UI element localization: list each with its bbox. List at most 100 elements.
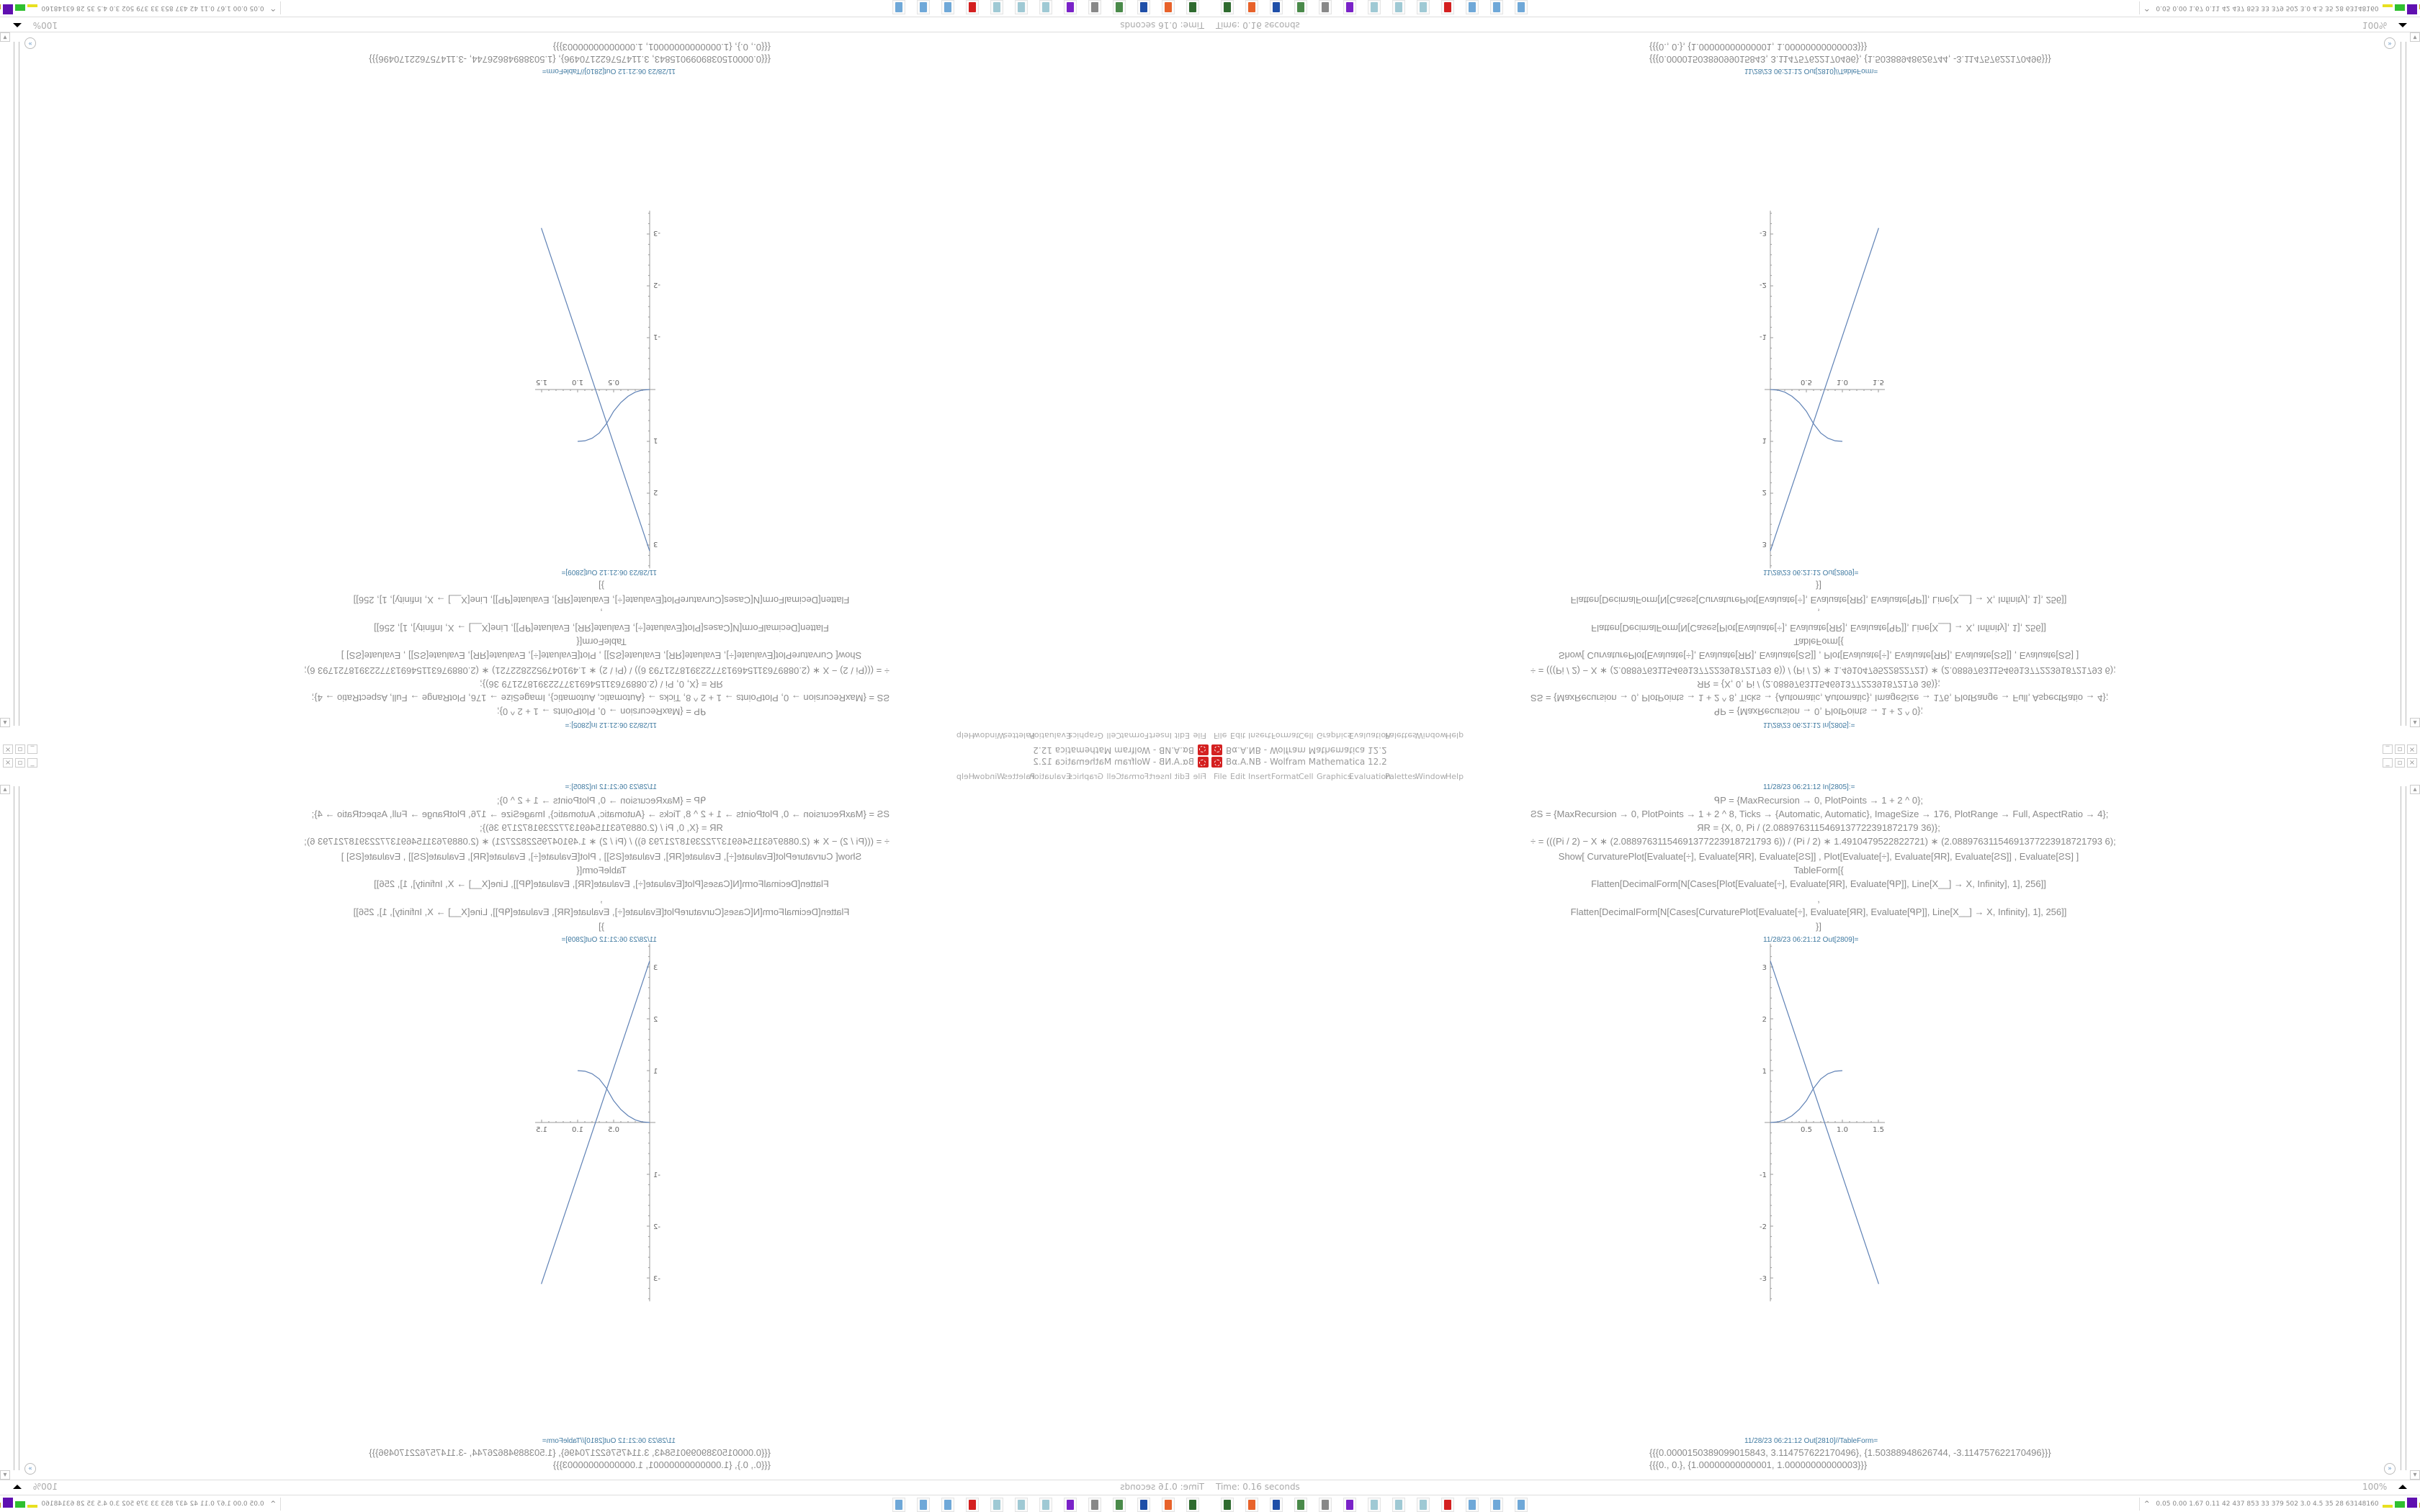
- code-line[interactable]: ƧS = {MaxRecursion → 0, PlotPoints → 1 +…: [1531, 693, 2109, 703]
- code-line[interactable]: ЯR = {X, 0, Pi / (2.08897631154691377223…: [480, 679, 723, 690]
- floppy-disk-icon[interactable]: [1270, 1498, 1283, 1512]
- menu-cell[interactable]: Cell: [1299, 772, 1314, 781]
- code-line[interactable]: }]: [599, 580, 604, 591]
- minimize-button[interactable]: _: [2383, 758, 2393, 768]
- code-line[interactable]: TableForm[{: [576, 636, 627, 647]
- code-line[interactable]: ᑫP = {MaxRecursion → 0, PlotPoints → 1 +…: [496, 795, 707, 806]
- menu-window[interactable]: Window: [973, 731, 1005, 740]
- code-line[interactable]: }]: [1816, 921, 1821, 932]
- terminal-icon[interactable]: [1186, 1498, 1199, 1512]
- minimize-button[interactable]: _: [2383, 744, 2393, 754]
- zoom-arrow-icon[interactable]: [2398, 23, 2407, 27]
- code-line[interactable]: Flatten[DecimalForm[N[Cases[Plot[Evaluat…: [1591, 878, 2046, 889]
- code-line[interactable]: ÷ = (((Pi / 2) − X ∗ (2.0889763115469137…: [304, 665, 889, 676]
- floppy-disk-icon[interactable]: [1137, 0, 1150, 14]
- speaker-icon[interactable]: [1319, 0, 1332, 14]
- menu-graphics[interactable]: Graphics: [1317, 731, 1352, 740]
- close-button[interactable]: ×: [3, 758, 13, 768]
- firefox-icon[interactable]: [1245, 0, 1258, 14]
- menu-file[interactable]: File: [1193, 731, 1206, 740]
- menu-cell[interactable]: Cell: [1106, 772, 1121, 781]
- code-line[interactable]: Flatten[DecimalForm[N[Cases[CurvaturePlo…: [353, 906, 850, 917]
- mathematica-icon[interactable]: [966, 1498, 979, 1512]
- monitor-icon[interactable]: [1294, 1498, 1307, 1512]
- close-button[interactable]: ×: [2407, 758, 2417, 768]
- calculator-icon[interactable]: [1490, 1498, 1503, 1512]
- code-line[interactable]: ᑫP = {MaxRecursion → 0, PlotPoints → 1 +…: [496, 706, 707, 717]
- scroll-up-button[interactable]: ▴: [0, 785, 10, 794]
- menu-help[interactable]: Help: [1446, 731, 1464, 740]
- mathematica-icon[interactable]: [966, 0, 979, 14]
- cell-insertion-chevron-icon[interactable]: »: [2384, 1463, 2396, 1475]
- scroll-up-button[interactable]: ▴: [0, 718, 10, 727]
- code-line[interactable]: }]: [599, 921, 604, 932]
- notepad-icon[interactable]: [1417, 1498, 1430, 1512]
- code-line[interactable]: TableForm[{: [1793, 865, 1844, 876]
- code-line[interactable]: ÷ = (((Pi / 2) − X ∗ (2.0889763115469137…: [1531, 836, 2116, 847]
- menu-file[interactable]: File: [1193, 772, 1206, 781]
- notepad-icon[interactable]: [1417, 0, 1430, 14]
- tray-expand-icon[interactable]: ^: [2144, 4, 2150, 12]
- restore-button[interactable]: ▫: [2395, 758, 2405, 768]
- menu-help[interactable]: Help: [1446, 772, 1464, 781]
- speaker-icon[interactable]: [1088, 1498, 1101, 1512]
- menu-format[interactable]: Format: [1121, 772, 1149, 781]
- scroll-up-button[interactable]: ▴: [2410, 718, 2420, 727]
- code-line[interactable]: TableForm[{: [1793, 636, 1844, 647]
- zoom-arrow-icon[interactable]: [13, 23, 22, 27]
- code-line[interactable]: ƧS = {MaxRecursion → 0, PlotPoints → 1 +…: [1531, 809, 2109, 819]
- firefox-icon[interactable]: [1162, 0, 1175, 14]
- code-line[interactable]: ЯR = {X, 0, Pi / (2.08897631154691377223…: [480, 822, 723, 833]
- calculator-icon[interactable]: [1515, 0, 1528, 14]
- output-plot[interactable]: 0.5 1.0 1.5 3 2 1 -1 -2 -3: [1743, 205, 1887, 572]
- code-line[interactable]: Flatten[DecimalForm[N[Cases[CurvaturePlo…: [1570, 906, 2067, 917]
- restore-button[interactable]: ▫: [15, 744, 25, 754]
- menu-window[interactable]: Window: [1415, 731, 1447, 740]
- terminal-icon[interactable]: [1221, 1498, 1234, 1512]
- code-line[interactable]: Flatten[DecimalForm[N[Cases[CurvaturePlo…: [353, 595, 850, 606]
- ghost-app-icon[interactable]: [1343, 1498, 1356, 1512]
- tray-expand-icon[interactable]: ^: [2144, 1500, 2150, 1508]
- notepad-icon[interactable]: [990, 1498, 1003, 1512]
- calculator-icon[interactable]: [917, 1498, 930, 1512]
- menu-evaluation[interactable]: Evaluation: [1349, 772, 1392, 781]
- menu-format[interactable]: Format: [1121, 731, 1149, 740]
- notepad-icon[interactable]: [1039, 1498, 1052, 1512]
- calculator-icon[interactable]: [1490, 0, 1503, 14]
- code-line[interactable]: TableForm[{: [576, 865, 627, 876]
- ghost-app-icon[interactable]: [1064, 1498, 1077, 1512]
- menu-edit[interactable]: Edit: [1174, 772, 1190, 781]
- output-plot[interactable]: 0.5 1.0 1.5 3 2 1 -1 -2 -3: [533, 940, 677, 1307]
- code-line[interactable]: ,: [1817, 894, 1820, 904]
- calculator-icon[interactable]: [892, 1498, 905, 1512]
- menu-window[interactable]: Window: [1415, 772, 1447, 781]
- close-button[interactable]: ×: [3, 744, 13, 754]
- menu-evaluation[interactable]: Evaluation: [1028, 731, 1071, 740]
- minimize-button[interactable]: _: [27, 758, 37, 768]
- code-line[interactable]: ,: [600, 894, 603, 904]
- terminal-icon[interactable]: [1186, 0, 1199, 14]
- menu-insert[interactable]: Insert: [1248, 772, 1271, 781]
- menu-palettes[interactable]: Palettes: [1003, 772, 1035, 781]
- menu-insert[interactable]: Insert: [1149, 772, 1172, 781]
- menu-cell[interactable]: Cell: [1106, 731, 1121, 740]
- zoom-arrow-icon[interactable]: [2398, 1485, 2407, 1489]
- calculator-icon[interactable]: [941, 0, 954, 14]
- notepad-icon[interactable]: [1392, 1498, 1405, 1512]
- restore-button[interactable]: ▫: [15, 758, 25, 768]
- code-line[interactable]: Flatten[DecimalForm[N[Cases[Plot[Evaluat…: [374, 623, 829, 634]
- zoom-level[interactable]: 100%: [32, 20, 58, 30]
- code-line[interactable]: Flatten[DecimalForm[N[Cases[Plot[Evaluat…: [374, 878, 829, 889]
- cell-insertion-chevron-icon[interactable]: »: [2384, 37, 2396, 49]
- menu-window[interactable]: Window: [973, 772, 1005, 781]
- code-line[interactable]: ƧS = {MaxRecursion → 0, PlotPoints → 1 +…: [311, 693, 889, 703]
- floppy-disk-icon[interactable]: [1270, 0, 1283, 14]
- ghost-app-icon[interactable]: [1064, 0, 1077, 14]
- calculator-icon[interactable]: [892, 0, 905, 14]
- code-line[interactable]: Show[ CurvaturePlot[Evaluate[÷], Evaluat…: [341, 851, 862, 862]
- mathematica-icon[interactable]: [1441, 1498, 1454, 1512]
- calculator-icon[interactable]: [1466, 0, 1479, 14]
- code-line[interactable]: Show[ CurvaturePlot[Evaluate[÷], Evaluat…: [1558, 851, 2079, 862]
- menu-palettes[interactable]: Palettes: [1385, 772, 1417, 781]
- speaker-icon[interactable]: [1088, 0, 1101, 14]
